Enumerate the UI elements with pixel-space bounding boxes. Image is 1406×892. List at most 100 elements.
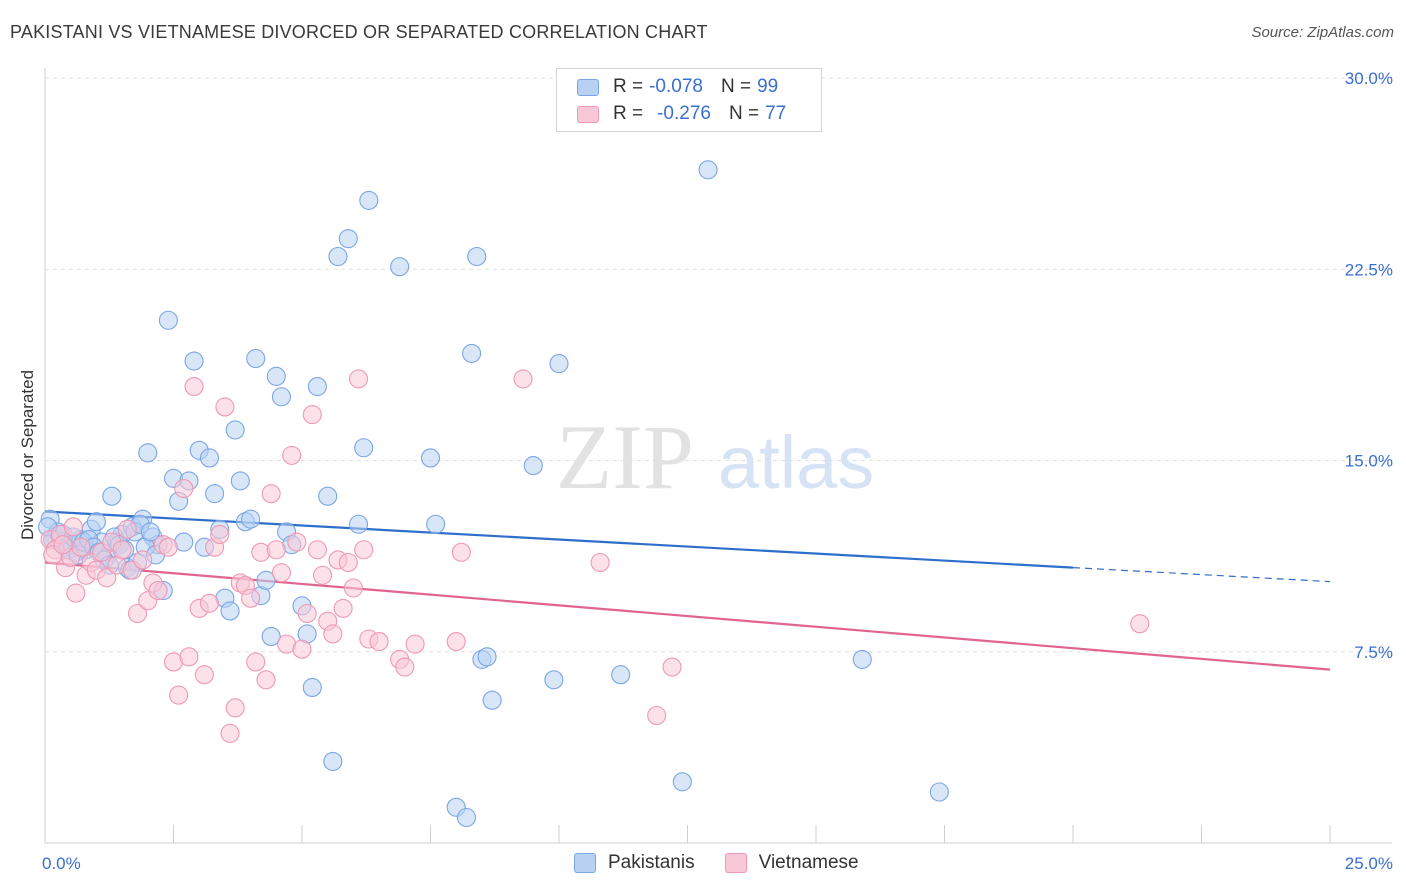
pakistanis-swatch [577, 78, 599, 96]
point-vietnamese [241, 588, 261, 608]
point-vietnamese [194, 665, 214, 685]
legend-row-pakistanis: R = -0.078 N = 99 [577, 75, 778, 99]
point-pakistanis [698, 160, 718, 180]
point-vietnamese [292, 639, 312, 659]
x-tick-label: 25.0% [1345, 854, 1393, 873]
point-pakistanis [348, 514, 369, 534]
r-label: R = [613, 103, 644, 124]
y-tick-label: 22.5% [1345, 260, 1393, 279]
point-pakistanis [549, 354, 569, 374]
point-pakistanis [307, 376, 327, 397]
point-vietnamese [446, 631, 466, 652]
series-legend: Pakistanis Vietnamese [574, 852, 889, 874]
point-pakistanis [318, 486, 338, 506]
point-pakistanis [246, 348, 266, 369]
point-vietnamese [451, 542, 471, 562]
point-pakistanis [138, 443, 158, 463]
point-vietnamese [169, 685, 189, 705]
point-pakistanis [220, 601, 240, 621]
point-pakistanis [241, 509, 261, 529]
point-pakistanis [225, 420, 245, 440]
point-pakistanis [482, 690, 502, 710]
point-vietnamese [313, 565, 333, 585]
point-vietnamese [338, 552, 358, 573]
point-vietnamese [513, 369, 533, 389]
point-pakistanis [158, 310, 178, 330]
pakistanis-legend-swatch [574, 853, 596, 873]
point-pakistanis [338, 229, 358, 249]
point-pakistanis [205, 484, 225, 504]
point-vietnamese [354, 540, 374, 560]
vietnamese-n-value: 77 [765, 103, 787, 124]
point-vietnamese [590, 552, 610, 573]
legend-item-vietnamese[interactable]: Vietnamese [724, 852, 859, 874]
source-label: Source: ZipAtlas.com [1251, 24, 1394, 41]
watermark: ZIP atlas [556, 406, 874, 508]
point-vietnamese [158, 537, 178, 557]
point-pakistanis [302, 677, 322, 698]
point-pakistanis [390, 257, 410, 277]
point-vietnamese [97, 568, 117, 588]
point-vietnamese [271, 563, 291, 583]
vietnamese-r-value: -0.276 [657, 103, 711, 124]
point-pakistanis [328, 246, 348, 267]
vietnamese-legend-swatch [724, 853, 747, 873]
point-pakistanis [271, 387, 291, 407]
point-pakistanis [102, 486, 122, 506]
point-pakistanis [477, 647, 497, 667]
point-pakistanis [354, 438, 374, 458]
point-pakistanis [456, 807, 477, 828]
point-vietnamese [261, 484, 281, 504]
watermark-atlas: atlas [718, 421, 874, 504]
point-pakistanis [140, 522, 160, 542]
point-vietnamese [395, 657, 415, 677]
point-pakistanis [256, 570, 276, 590]
y-tick-label: 7.5% [1354, 643, 1393, 662]
n-label: N = [720, 76, 752, 97]
pakistanis-legend-label: Pakistanis [608, 852, 695, 873]
vietnamese-swatch [577, 105, 599, 123]
point-vietnamese [287, 532, 307, 552]
point-vietnamese [297, 603, 317, 624]
point-vietnamese [343, 578, 363, 598]
legend-item-pakistanis[interactable]: Pakistanis [574, 852, 695, 874]
point-vietnamese [71, 537, 91, 557]
point-vietnamese [333, 598, 353, 618]
point-vietnamese [307, 540, 327, 560]
point-pakistanis [523, 456, 543, 476]
point-vietnamese [369, 631, 389, 652]
point-pakistanis [359, 190, 379, 210]
vietnamese-legend-label: Vietnamese [758, 852, 859, 873]
point-pakistanis [86, 512, 106, 532]
point-pakistanis [426, 514, 446, 534]
pakistanis-r-value: -0.078 [649, 76, 703, 97]
point-pakistanis [929, 782, 949, 802]
r-label: R = [613, 76, 644, 97]
point-vietnamese [174, 478, 194, 499]
watermark-zip: ZIP [556, 406, 694, 508]
point-vietnamese [225, 698, 245, 718]
y-tick-label: 30.0% [1345, 69, 1393, 88]
tick-labels: 7.5% 15.0% 22.5% 30.0% 0.0% 25.0% Divorced or … [18, 69, 1393, 873]
point-vietnamese [302, 405, 322, 425]
point-vietnamese [199, 593, 220, 613]
point-vietnamese [323, 624, 343, 644]
point-vietnamese [117, 519, 137, 539]
point-vietnamese [220, 723, 240, 743]
data-points [38, 160, 1150, 828]
point-pakistanis [184, 351, 204, 371]
point-vietnamese [210, 524, 230, 545]
point-vietnamese [184, 376, 204, 397]
pakistanis-n-value: 99 [757, 76, 779, 97]
x-tick-label: 0.0% [42, 854, 81, 873]
point-vietnamese [256, 670, 276, 690]
chart-title: PAKISTANI VS VIETNAMESE DIVORCED OR SEPA… [10, 22, 708, 42]
point-pakistanis [544, 670, 564, 690]
point-pakistanis [672, 772, 692, 792]
point-pakistanis [467, 246, 487, 267]
point-pakistanis [462, 343, 482, 363]
point-vietnamese [66, 583, 86, 603]
point-vietnamese [348, 369, 369, 389]
point-vietnamese [133, 550, 153, 570]
